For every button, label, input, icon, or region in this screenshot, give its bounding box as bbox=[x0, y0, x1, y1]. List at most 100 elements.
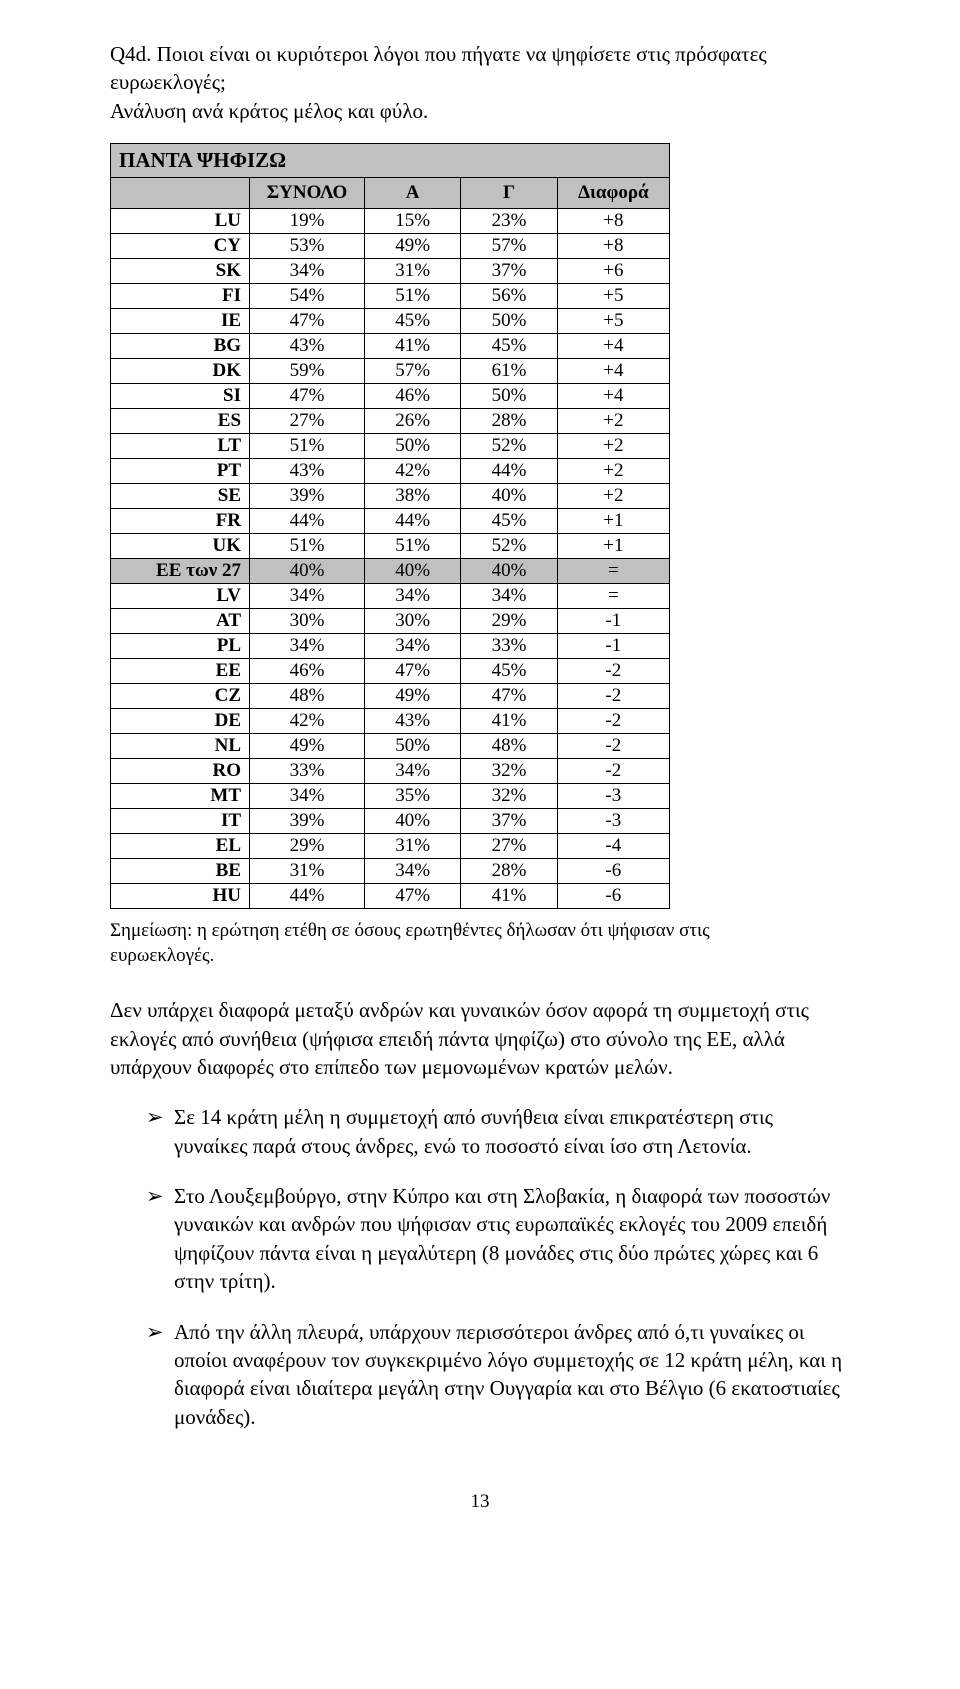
row-value: 45% bbox=[365, 309, 461, 334]
row-label: MT bbox=[111, 784, 250, 809]
row-value: 31% bbox=[250, 859, 365, 884]
row-value: -2 bbox=[557, 709, 669, 734]
table-row: SE39%38%40%+2 bbox=[111, 484, 670, 509]
row-label: PL bbox=[111, 634, 250, 659]
row-label: BG bbox=[111, 334, 250, 359]
row-label: FI bbox=[111, 284, 250, 309]
row-value: 34% bbox=[365, 584, 461, 609]
row-value: -1 bbox=[557, 609, 669, 634]
row-value: 40% bbox=[250, 559, 365, 584]
row-value: 57% bbox=[365, 359, 461, 384]
body-paragraph: Δεν υπάρχει διαφορά μεταξύ ανδρών και γυ… bbox=[110, 996, 850, 1081]
row-value: 46% bbox=[250, 659, 365, 684]
row-label: FR bbox=[111, 509, 250, 534]
table-row: LU19%15%23%+8 bbox=[111, 209, 670, 234]
row-value: 43% bbox=[250, 334, 365, 359]
row-label: RO bbox=[111, 759, 250, 784]
row-value: 37% bbox=[461, 809, 557, 834]
row-label: HU bbox=[111, 884, 250, 909]
data-table-wrapper: ΠΑΝΤΑ ΨΗΦΙΖΩ ΣΥΝΟΛΟΑΓΔιαφορά LU19%15%23%… bbox=[110, 143, 850, 909]
table-row: FR44%44%45%+1 bbox=[111, 509, 670, 534]
row-value: 47% bbox=[461, 684, 557, 709]
row-value: +2 bbox=[557, 484, 669, 509]
row-value: -3 bbox=[557, 809, 669, 834]
list-item-text: Στο Λουξεμβούργο, στην Κύπρο και στη Σλο… bbox=[174, 1184, 830, 1293]
row-value: 34% bbox=[250, 584, 365, 609]
row-value: 40% bbox=[365, 559, 461, 584]
row-value: 32% bbox=[461, 784, 557, 809]
row-value: 31% bbox=[365, 259, 461, 284]
row-value: +4 bbox=[557, 334, 669, 359]
row-value: 35% bbox=[365, 784, 461, 809]
list-item: ➢ Σε 14 κράτη μέλη η συμμετοχή από συνήθε… bbox=[146, 1103, 850, 1160]
bullet-list: ➢ Σε 14 κράτη μέλη η συμμετοχή από συνήθε… bbox=[110, 1103, 850, 1430]
table-title-row: ΠΑΝΤΑ ΨΗΦΙΖΩ bbox=[111, 144, 670, 178]
table-row: EL29%31%27%-4 bbox=[111, 834, 670, 859]
row-value: 50% bbox=[365, 734, 461, 759]
row-value: 29% bbox=[461, 609, 557, 634]
list-item: ➢Από την άλλη πλευρά, υπάρχουν περισσότε… bbox=[146, 1318, 850, 1431]
table-header-cell bbox=[111, 178, 250, 209]
row-value: -1 bbox=[557, 634, 669, 659]
table-row: PT43%42%44%+2 bbox=[111, 459, 670, 484]
row-label: BE bbox=[111, 859, 250, 884]
row-value: 34% bbox=[250, 634, 365, 659]
bullet-arrow-icon: ➢ bbox=[146, 1103, 164, 1131]
row-value: 42% bbox=[365, 459, 461, 484]
row-value: 46% bbox=[365, 384, 461, 409]
row-value: 39% bbox=[250, 484, 365, 509]
row-value: 45% bbox=[461, 659, 557, 684]
row-label: EE bbox=[111, 659, 250, 684]
row-value: 51% bbox=[365, 534, 461, 559]
row-label: UK bbox=[111, 534, 250, 559]
row-value: 47% bbox=[365, 884, 461, 909]
row-value: 44% bbox=[365, 509, 461, 534]
row-value: -3 bbox=[557, 784, 669, 809]
row-label: ES bbox=[111, 409, 250, 434]
row-value: 23% bbox=[461, 209, 557, 234]
row-label: DK bbox=[111, 359, 250, 384]
row-value: 45% bbox=[461, 334, 557, 359]
row-value: -2 bbox=[557, 659, 669, 684]
table-header-cell: Γ bbox=[461, 178, 557, 209]
row-value: 37% bbox=[461, 259, 557, 284]
table-row: RO33%34%32%-2 bbox=[111, 759, 670, 784]
row-label: IT bbox=[111, 809, 250, 834]
table-row: BE31%34%28%-6 bbox=[111, 859, 670, 884]
table-row: IT39%40%37%-3 bbox=[111, 809, 670, 834]
row-value: 27% bbox=[461, 834, 557, 859]
bullet-arrow-icon: ➢ bbox=[146, 1318, 164, 1346]
row-value: 50% bbox=[461, 384, 557, 409]
row-value: 45% bbox=[461, 509, 557, 534]
row-value: 38% bbox=[365, 484, 461, 509]
list-item-text: Σε 14 κράτη μέλη η συμμετοχή από συνήθει… bbox=[174, 1105, 773, 1157]
row-value: 34% bbox=[461, 584, 557, 609]
row-value: 53% bbox=[250, 234, 365, 259]
table-row: DE42%43%41%-2 bbox=[111, 709, 670, 734]
row-value: 47% bbox=[250, 384, 365, 409]
row-value: +1 bbox=[557, 534, 669, 559]
row-value: 33% bbox=[250, 759, 365, 784]
row-value: 51% bbox=[250, 534, 365, 559]
row-label: NL bbox=[111, 734, 250, 759]
row-label: CZ bbox=[111, 684, 250, 709]
row-value: 50% bbox=[365, 434, 461, 459]
row-value: +8 bbox=[557, 209, 669, 234]
question-text: Q4d. Ποιοι είναι οι κυριότεροι λόγοι που… bbox=[110, 40, 850, 125]
row-value: +2 bbox=[557, 434, 669, 459]
row-value: -2 bbox=[557, 684, 669, 709]
row-value: 43% bbox=[365, 709, 461, 734]
row-value: 49% bbox=[365, 684, 461, 709]
row-value: +6 bbox=[557, 259, 669, 284]
question-line-2: Ανάλυση ανά κράτος μέλος και φύλο. bbox=[110, 99, 428, 123]
row-value: 56% bbox=[461, 284, 557, 309]
row-value: -2 bbox=[557, 759, 669, 784]
page-container: Q4d. Ποιοι είναι οι κυριότεροι λόγοι που… bbox=[0, 0, 960, 1553]
row-value: +2 bbox=[557, 459, 669, 484]
row-label: LT bbox=[111, 434, 250, 459]
row-value: 50% bbox=[461, 309, 557, 334]
row-value: +2 bbox=[557, 409, 669, 434]
table-row: LV34%34%34%= bbox=[111, 584, 670, 609]
row-value: 44% bbox=[250, 509, 365, 534]
table-row: NL49%50%48%-2 bbox=[111, 734, 670, 759]
